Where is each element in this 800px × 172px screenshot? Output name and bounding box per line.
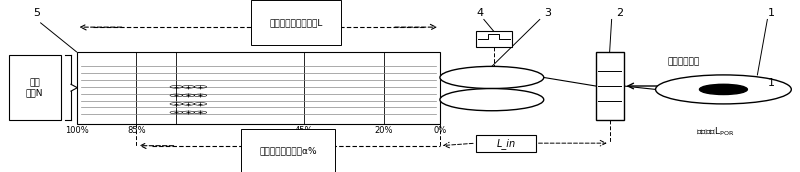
Text: 100%: 100% (65, 126, 89, 135)
Text: 20%: 20% (374, 126, 394, 135)
Text: V: V (472, 69, 478, 79)
Text: 1: 1 (768, 8, 775, 18)
Text: L_in: L_in (496, 138, 515, 149)
Text: Vin: Vin (472, 95, 487, 105)
Text: 入口活套单层总长度L: 入口活套单层总长度L (270, 18, 323, 27)
Bar (596, 52, 624, 120)
Text: 入口活套实际套量α%: 入口活套实际套量α% (259, 147, 317, 155)
Bar (476, 31, 512, 47)
Text: 带锂前进方向: 带锂前进方向 (667, 58, 700, 67)
Circle shape (655, 75, 791, 104)
Text: 剩余长度L$_\mathregular{POR}$: 剩余长度L$_\mathregular{POR}$ (696, 126, 734, 138)
Text: 1: 1 (768, 78, 775, 88)
Circle shape (440, 66, 544, 89)
Text: 85%: 85% (127, 126, 146, 135)
Circle shape (440, 89, 544, 111)
Text: 5: 5 (33, 8, 40, 18)
Bar (77, 52, 440, 123)
Bar (476, 135, 536, 152)
Bar (9, 55, 61, 120)
Text: 45%: 45% (295, 126, 314, 135)
Text: 带锂
层数N: 带锂 层数N (26, 78, 43, 97)
Text: 4: 4 (476, 8, 483, 18)
Text: 0%: 0% (434, 126, 446, 135)
Text: 3: 3 (544, 8, 551, 18)
Text: 2: 2 (616, 8, 623, 18)
Circle shape (699, 84, 747, 95)
